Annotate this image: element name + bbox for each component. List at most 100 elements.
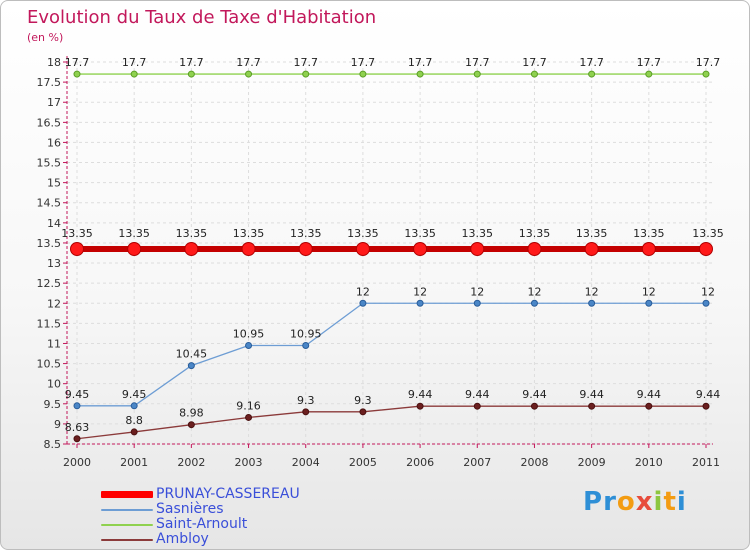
data-point <box>702 70 710 78</box>
data-point <box>187 362 195 370</box>
data-point <box>588 299 596 307</box>
logo-letter: o <box>616 487 636 517</box>
y-tick-label: 17 <box>47 96 61 109</box>
data-label: 13.35 <box>118 227 150 240</box>
logo-letter: x <box>635 487 654 517</box>
tick-labels: 8.5 9 9.5 10 10.5 11 11.5 12 12.5 13 13.5 14 14.5 15 1… <box>37 56 721 469</box>
series-group: 17.7 17.7 17.7 17.7 17.7 17.7 17.7 17.7 17.7 17.7… <box>61 56 724 443</box>
data-label: 13.35 <box>347 227 379 240</box>
data-label: 17.7 <box>696 56 721 69</box>
data-point <box>302 70 310 78</box>
data-point <box>416 70 424 78</box>
data-label: 8.63 <box>65 421 90 434</box>
data-point <box>70 241 84 256</box>
data-point <box>470 241 485 256</box>
legend-label: Saint-Arnoult <box>156 516 248 532</box>
data-point <box>302 408 310 416</box>
series-saint-arnoult: 17.7 17.7 17.7 17.7 17.7 17.7 17.7 17.7 17.7 17.7… <box>65 56 721 78</box>
data-point <box>130 402 138 410</box>
data-label: 9.44 <box>696 388 721 401</box>
data-label: 13.35 <box>290 227 322 240</box>
data-label: 12 <box>701 285 715 298</box>
data-label: 17.7 <box>179 56 204 69</box>
data-label: 9.45 <box>65 388 90 401</box>
data-label: 12 <box>527 285 541 298</box>
x-tick-label: 2000 <box>63 456 91 469</box>
data-label: 9.44 <box>522 388 547 401</box>
legend-swatch <box>101 539 153 541</box>
data-label: 17.7 <box>351 56 376 69</box>
data-point <box>530 402 538 410</box>
series-sasni-res: 9.45 9.45 10.45 10.95 10.95 12 12 12 12 12 12 12 <box>65 285 715 410</box>
y-tick-label: 11.5 <box>37 317 62 330</box>
data-label: 9.3 <box>297 394 315 407</box>
data-point <box>645 299 653 307</box>
y-tick-label: 12 <box>47 297 61 310</box>
x-tick-label: 2003 <box>235 456 263 469</box>
data-label: 9.16 <box>236 399 261 412</box>
data-label: 12 <box>642 285 656 298</box>
x-tick-label: 2008 <box>520 456 548 469</box>
legend-item: Sasnières <box>101 501 401 517</box>
data-label: 13.35 <box>404 227 436 240</box>
legend-label: PRUNAY-CASSEREAU <box>156 486 300 502</box>
data-label: 10.95 <box>233 327 265 340</box>
data-label: 17.7 <box>579 56 604 69</box>
legend-item: Ambloy <box>101 531 401 547</box>
x-tick-label: 2004 <box>292 456 320 469</box>
data-point <box>527 241 542 256</box>
data-point <box>588 402 596 410</box>
proxiti-logo: Proxiti <box>583 487 687 517</box>
data-label: 8.8 <box>125 414 143 427</box>
data-label: 8.98 <box>179 407 204 420</box>
data-point <box>130 428 138 436</box>
data-label: 17.7 <box>122 56 147 69</box>
data-point <box>641 241 656 256</box>
data-label: 13.35 <box>576 227 608 240</box>
data-point <box>416 402 424 410</box>
x-tick-label: 2002 <box>177 456 205 469</box>
data-label: 17.7 <box>465 56 490 69</box>
data-point <box>416 299 424 307</box>
y-tick-label: 15 <box>47 177 61 190</box>
data-label: 17.7 <box>293 56 318 69</box>
data-label: 9.44 <box>579 388 604 401</box>
data-point <box>245 341 253 349</box>
data-label: 13.35 <box>233 227 265 240</box>
data-label: 13.35 <box>462 227 494 240</box>
y-tick-label: 16 <box>47 136 61 149</box>
data-point <box>530 70 538 78</box>
data-point <box>702 402 710 410</box>
data-label: 17.7 <box>637 56 662 69</box>
legend-swatch <box>101 491 153 498</box>
x-tick-label: 2007 <box>463 456 491 469</box>
data-point <box>245 70 253 78</box>
y-tick-label: 13 <box>47 257 61 270</box>
logo-letter: P <box>583 487 604 517</box>
logo-letter: r <box>603 487 617 517</box>
data-label: 10.45 <box>176 348 208 361</box>
series-line <box>76 405 706 440</box>
legend-label: Sasnières <box>156 501 224 517</box>
series-prunay-cassereau: 13.35 13.35 13.35 13.35 13.35 13.35 13.35 13.35… <box>61 227 724 256</box>
x-tick-label: 2005 <box>349 456 377 469</box>
data-point <box>298 241 313 256</box>
x-tick-label: 2006 <box>406 456 434 469</box>
data-point <box>359 408 367 416</box>
legend-item: PRUNAY-CASSEREAU <box>101 486 401 502</box>
data-point <box>73 435 81 443</box>
data-point <box>355 241 370 256</box>
data-label: 9.3 <box>354 394 372 407</box>
logo-letter: i <box>676 487 687 517</box>
data-label: 12 <box>356 285 370 298</box>
data-label: 13.35 <box>519 227 551 240</box>
data-point <box>413 241 428 256</box>
data-label: 17.7 <box>522 56 547 69</box>
data-label: 9.44 <box>465 388 490 401</box>
data-point <box>530 299 538 307</box>
legend-item: Saint-Arnoult <box>101 516 401 532</box>
data-point <box>187 70 195 78</box>
data-point <box>588 70 596 78</box>
y-tick-label: 11 <box>47 337 61 350</box>
